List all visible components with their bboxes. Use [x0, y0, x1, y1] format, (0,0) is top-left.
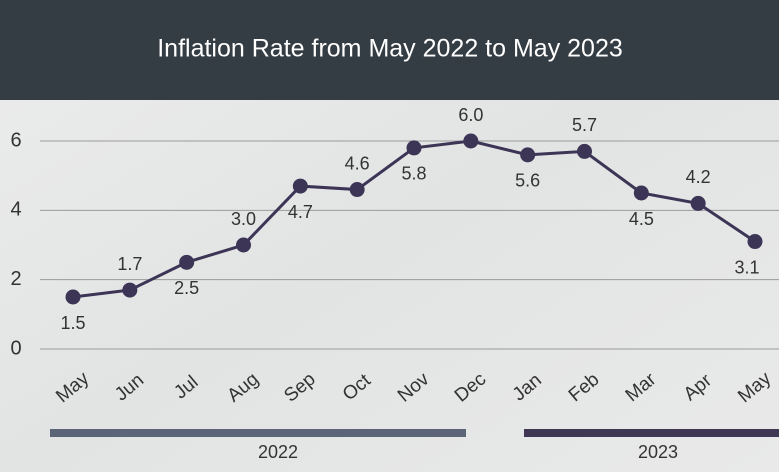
data-point	[691, 196, 706, 211]
data-label: 4.2	[686, 167, 711, 187]
chart: Inflation Rate from May 2022 to May 2023…	[0, 0, 779, 472]
y-tick-label: 4	[10, 199, 21, 221]
data-point	[463, 134, 478, 149]
data-label: 3.0	[231, 209, 256, 229]
data-point	[179, 255, 194, 270]
data-label: 5.7	[572, 115, 597, 135]
y-tick-label: 0	[10, 337, 21, 359]
data-label: 4.7	[288, 202, 313, 222]
chart-title: Inflation Rate from May 2022 to May 2023	[157, 35, 623, 63]
data-point	[122, 283, 137, 298]
data-label: 5.8	[401, 164, 426, 184]
year-bar	[524, 429, 779, 437]
data-point	[520, 147, 535, 162]
data-point	[66, 290, 81, 305]
data-point	[236, 238, 251, 253]
data-label: 2.5	[174, 278, 199, 298]
year-label: 2023	[638, 442, 678, 462]
data-label: 5.6	[515, 171, 540, 191]
data-point	[634, 186, 649, 201]
data-point	[748, 234, 763, 249]
data-point	[577, 144, 592, 159]
year-label: 2022	[258, 442, 298, 462]
data-point	[407, 140, 422, 155]
data-label: 4.5	[629, 209, 654, 229]
y-tick-label: 2	[10, 268, 21, 290]
data-point	[293, 179, 308, 194]
data-label: 4.6	[345, 153, 370, 173]
data-label: 6.0	[458, 105, 483, 125]
data-label: 1.7	[117, 254, 142, 274]
y-tick-label: 6	[10, 129, 21, 151]
data-label: 1.5	[60, 313, 85, 333]
data-point	[350, 182, 365, 197]
year-bar	[50, 429, 466, 437]
data-label: 3.1	[734, 257, 759, 277]
